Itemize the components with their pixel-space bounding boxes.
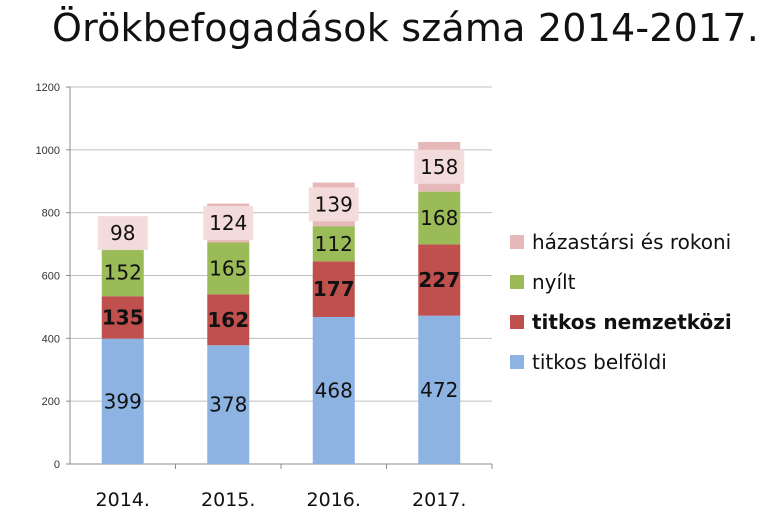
x-tick-label-2: 2016. — [307, 489, 361, 511]
value-label-0-0: 399 — [104, 389, 142, 413]
y-tick-label-1000: 1000 — [36, 145, 60, 157]
legend-swatch-titkos-belfoldi — [510, 355, 524, 369]
y-tick-label-200: 200 — [42, 396, 60, 408]
value-label-3-2: 139 — [315, 192, 353, 216]
value-label-2-3: 168 — [420, 206, 458, 230]
y-tick-label-1200: 1200 — [36, 82, 60, 94]
x-tick-label-0: 2014. — [96, 489, 150, 511]
legend-label-titkos-nemzetkozi: titkos nemzetközi — [532, 310, 732, 334]
bar-1-3 — [418, 244, 461, 316]
legend-label-hazastarsi: házastársi és rokoni — [532, 230, 732, 254]
value-label-0-3: 472 — [420, 378, 458, 402]
value-label-1-3: 227 — [418, 268, 460, 292]
value-label-bg-3-0 — [97, 216, 148, 251]
legend-swatch-nyilt — [510, 275, 524, 289]
value-label-3-1: 124 — [209, 211, 247, 235]
y-tick-label-0: 0 — [54, 459, 60, 471]
value-label-2-0: 152 — [104, 260, 142, 284]
value-label-0-2: 468 — [315, 378, 353, 402]
value-label-bg-3-2 — [308, 187, 359, 222]
bar-2-0 — [101, 248, 144, 297]
bar-0-3 — [418, 315, 461, 464]
legend-item-titkos-belfoldi: titkos belföldi — [510, 342, 732, 382]
value-label-0-1: 378 — [209, 393, 247, 417]
bar-2-2 — [312, 226, 355, 262]
value-label-2-1: 165 — [209, 256, 247, 280]
bar-2-3 — [418, 191, 461, 245]
value-label-3-3: 158 — [420, 155, 458, 179]
x-tick-label-3: 2017. — [412, 489, 466, 511]
x-tick-label-1: 2015. — [201, 489, 255, 511]
y-tick-label-400: 400 — [42, 333, 60, 345]
value-label-1-1: 162 — [207, 308, 249, 332]
bar-1-0 — [101, 296, 144, 339]
bar-1-2 — [312, 261, 355, 317]
bar-0-2 — [312, 316, 355, 464]
value-label-1-2: 177 — [313, 277, 355, 301]
value-label-1-0: 135 — [102, 305, 144, 329]
legend-item-nyilt: nyílt — [510, 262, 732, 302]
value-label-2-2: 112 — [315, 232, 353, 256]
chart-title: Örökbefogadások száma 2014-2017. — [52, 6, 760, 50]
value-label-bg-3-3 — [414, 149, 465, 184]
legend-item-hazastarsi: házastársi és rokoni — [510, 222, 732, 262]
bar-1-1 — [207, 294, 250, 346]
value-label-3-0: 98 — [110, 221, 135, 245]
bar-0-0 — [101, 338, 144, 464]
legend-label-titkos-belfoldi: titkos belföldi — [532, 350, 667, 374]
legend-swatch-titkos-nemzetkozi — [510, 315, 524, 329]
chart-legend: házastársi és rokoni nyílt titkos nemzet… — [510, 222, 732, 382]
legend-label-nyilt: nyílt — [532, 270, 576, 294]
legend-item-titkos-nemzetkozi: titkos nemzetközi — [510, 302, 732, 342]
bar-2-1 — [207, 242, 250, 295]
y-tick-label-600: 600 — [42, 271, 60, 283]
y-tick-label-800: 800 — [42, 208, 60, 220]
value-label-bg-3-1 — [203, 206, 254, 241]
bar-0-1 — [207, 345, 250, 464]
legend-swatch-hazastarsi — [510, 235, 524, 249]
